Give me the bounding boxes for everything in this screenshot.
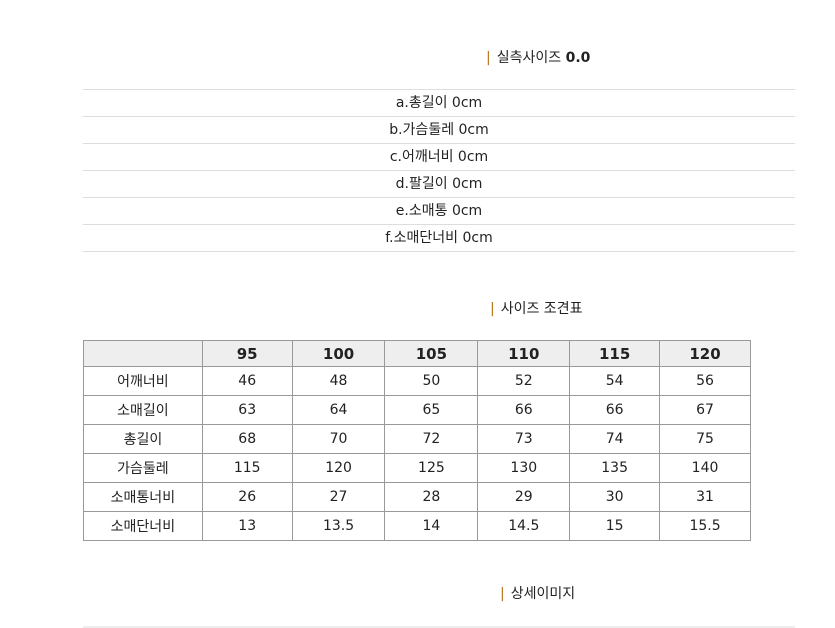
row-label: 소매길이 (83, 395, 203, 425)
table-cell: 31 (659, 482, 751, 512)
measurement-list: a.총길이 0cm b.가슴둘레 0cm c.어깨너비 0cm d.팔길이 0c… (83, 89, 795, 252)
table-header-cell: 105 (384, 340, 479, 367)
table-cell: 30 (569, 482, 661, 512)
table-row: 총길이 68 70 72 73 74 75 (83, 424, 751, 454)
table-cell: 68 (201, 424, 293, 454)
table-cell: 15 (569, 511, 661, 541)
table-cell: 54 (569, 366, 661, 396)
table-cell: 125 (384, 453, 479, 483)
table-cell: 15.5 (659, 511, 751, 541)
table-cell: 14.5 (477, 511, 571, 541)
table-cell: 130 (477, 453, 571, 483)
table-cell: 50 (384, 366, 479, 396)
table-header-cell: 120 (659, 340, 751, 367)
table-cell: 115 (201, 453, 293, 483)
table-cell: 13.5 (291, 511, 386, 541)
measurement-item: e.소매통 0cm (83, 198, 795, 225)
title-bar: | (486, 50, 491, 66)
row-label: 소매통너비 (83, 482, 203, 512)
table-header-cell: 115 (569, 340, 661, 367)
title-bar: | (490, 301, 495, 317)
measurement-item: f.소매단너비 0cm (83, 225, 795, 252)
table-cell: 66 (569, 395, 661, 425)
title-text: 실측사이즈 (496, 50, 562, 66)
table-cell: 74 (569, 424, 661, 454)
table-cell: 28 (384, 482, 479, 512)
table-cell: 64 (291, 395, 386, 425)
row-label: 총길이 (83, 424, 203, 454)
table-cell: 140 (659, 453, 751, 483)
table-cell: 75 (659, 424, 751, 454)
table-cell: 46 (201, 366, 293, 396)
measurement-item: d.팔길이 0cm (83, 171, 795, 198)
divider (83, 626, 795, 628)
title-value: 0.0 (565, 50, 591, 66)
section-title-size-chart: | 사이즈 조견표 (490, 298, 582, 318)
table-cell: 27 (291, 482, 386, 512)
table-cell: 72 (384, 424, 479, 454)
title-bar: | (500, 586, 505, 602)
table-cell: 70 (291, 424, 386, 454)
table-cell: 14 (384, 511, 479, 541)
table-cell: 135 (569, 453, 661, 483)
table-header-cell: 100 (291, 340, 386, 367)
table-header-row: 95 100 105 110 115 120 (83, 340, 751, 367)
table-header-cell: 110 (477, 340, 571, 367)
title-text: 상세이미지 (510, 586, 576, 602)
table-cell: 65 (384, 395, 479, 425)
table-row: 어깨너비 46 48 50 52 54 56 (83, 366, 751, 396)
table-cell: 66 (477, 395, 571, 425)
measurement-item: c.어깨너비 0cm (83, 144, 795, 171)
table-header-cell (83, 340, 203, 367)
row-label: 가슴둘레 (83, 453, 203, 483)
measurement-item: b.가슴둘레 0cm (83, 117, 795, 144)
table-cell: 56 (659, 366, 751, 396)
table-cell: 120 (291, 453, 386, 483)
table-cell: 26 (201, 482, 293, 512)
title-text: 사이즈 조견표 (500, 301, 583, 317)
table-cell: 67 (659, 395, 751, 425)
table-cell: 13 (201, 511, 293, 541)
section-title-detail-images: | 상세이미지 (500, 583, 575, 603)
table-row: 소매길이 63 64 65 66 66 67 (83, 395, 751, 425)
table-cell: 52 (477, 366, 571, 396)
size-table: 95 100 105 110 115 120 어깨너비 46 48 50 52 54 56 소매길이 63… (83, 340, 751, 541)
section-title-actual-size: | 실측사이즈 0.0 (486, 47, 590, 67)
row-label: 소매단너비 (83, 511, 203, 541)
measurement-item: a.총길이 0cm (83, 90, 795, 117)
table-cell: 29 (477, 482, 571, 512)
table-cell: 48 (291, 366, 386, 396)
table-cell: 63 (201, 395, 293, 425)
table-row: 가슴둘레 115 120 125 130 135 140 (83, 453, 751, 483)
table-header-cell: 95 (201, 340, 293, 367)
table-row: 소매단너비 13 13.5 14 14.5 15 15.5 (83, 511, 751, 541)
table-row: 소매통너비 26 27 28 29 30 31 (83, 482, 751, 512)
row-label: 어깨너비 (83, 366, 203, 396)
table-cell: 73 (477, 424, 571, 454)
